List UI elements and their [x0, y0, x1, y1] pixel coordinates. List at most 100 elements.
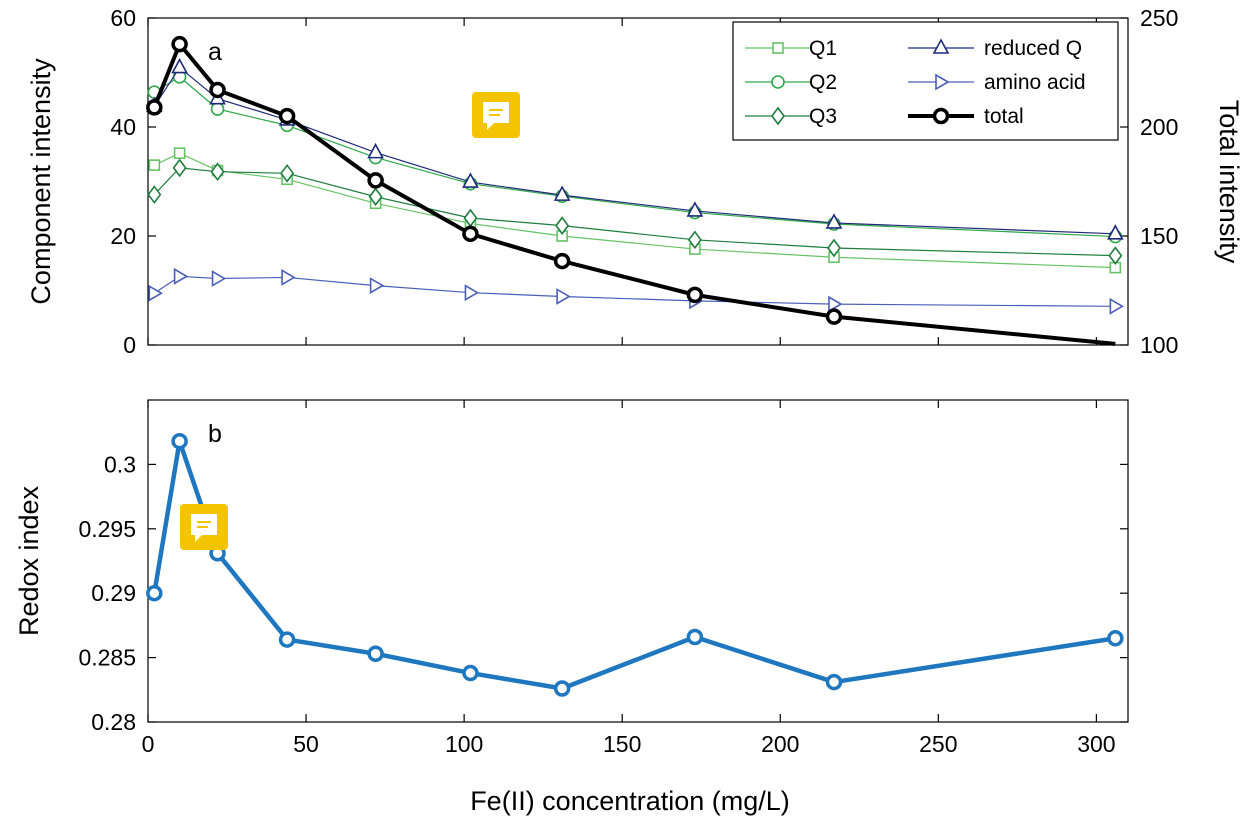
comment-icon[interactable] [472, 92, 520, 138]
data-point [553, 680, 571, 697]
comment-icon[interactable] [180, 504, 228, 550]
panel-letter-b: b [208, 420, 222, 448]
series-line [154, 152, 1116, 269]
data-point [367, 172, 384, 189]
data-point [173, 147, 186, 159]
series-reduced-Q [145, 57, 1124, 240]
x-axis-title-group: Fe(II) concentration (mg/L) [470, 786, 790, 816]
series-amino-acid [148, 267, 1124, 315]
data-point [171, 432, 188, 450]
series-Q3 [147, 158, 1123, 265]
y2-tick-label: 250 [1140, 5, 1178, 31]
y2-tick-label: 100 [1140, 332, 1178, 358]
data-point [147, 185, 162, 204]
legend-entry: total [908, 105, 1024, 128]
data-point [278, 107, 296, 125]
y2-tick-label: 200 [1140, 114, 1178, 140]
series-line [152, 438, 1116, 691]
y-axis-title: Redox index [14, 485, 44, 636]
x-tick-label: 300 [1077, 731, 1115, 757]
series-line [153, 66, 1116, 235]
x-tick-label: 200 [761, 731, 799, 757]
data-point [464, 284, 480, 302]
data-point [368, 187, 383, 207]
legend: Q1 Q2 Q3 reduced Q amino acid total [732, 21, 1119, 141]
data-point [209, 81, 226, 99]
series-line [153, 275, 1116, 307]
y2-tick-label: 150 [1140, 223, 1178, 249]
panel-letter-a: a [208, 38, 222, 66]
legend-label: total [984, 105, 1024, 128]
data-point [686, 201, 704, 217]
legend-marker [935, 73, 950, 91]
legend-entry: Q3 [745, 105, 837, 128]
y-tick-label: 60 [110, 5, 136, 31]
legend-box [732, 21, 1119, 141]
data-point [146, 584, 163, 602]
x-tick-label: 50 [293, 731, 319, 757]
data-point [148, 284, 163, 302]
data-point [210, 162, 225, 182]
data-point [828, 295, 843, 313]
x-axis-title: Fe(II) concentration (mg/L) [470, 786, 790, 816]
y-tick-label: 0.295 [78, 516, 136, 542]
data-point [555, 216, 570, 235]
series-total [146, 35, 1116, 346]
legend-label: reduced Q [984, 37, 1082, 60]
data-point [825, 673, 843, 691]
series-line [154, 76, 1116, 238]
legend-entry: Q1 [745, 37, 837, 60]
data-point [171, 35, 188, 53]
data-point [827, 238, 841, 258]
data-point [825, 213, 843, 229]
legend-entry: amino acid [908, 71, 1086, 94]
data-point [553, 185, 571, 201]
data-point [1109, 297, 1124, 315]
data-point [1108, 246, 1123, 265]
data-point [1107, 224, 1124, 240]
legend-marker [932, 38, 950, 54]
plot-frame-a [147, 17, 1129, 346]
legend-entry: reduced Q [908, 37, 1082, 60]
legend-marker [771, 106, 785, 126]
y-tick-label: 0.29 [91, 580, 136, 606]
legend-entry: Q2 [745, 71, 837, 94]
legend-marker [771, 75, 785, 89]
data-point [1107, 630, 1124, 647]
y-axis-title: Component intensity [26, 58, 56, 305]
legend-marker [772, 42, 784, 54]
data-point [367, 142, 384, 159]
x-tick-label: 150 [603, 731, 641, 757]
data-point [825, 308, 843, 325]
data-point [171, 57, 188, 74]
data-point [173, 267, 189, 285]
legend-label: Q1 [809, 37, 837, 60]
comment-icons [180, 92, 520, 550]
y2-axis-title: Total intensity [1214, 100, 1242, 264]
data-point [146, 99, 163, 116]
data-point [686, 286, 704, 304]
series-line [152, 40, 1116, 346]
y-tick-label: 0 [123, 332, 136, 358]
data-point [281, 269, 296, 286]
data-point [280, 163, 295, 183]
x-tick-label: 250 [919, 731, 957, 757]
data-point [553, 252, 571, 270]
data-point [210, 102, 225, 116]
series-redox-index [146, 432, 1124, 697]
legend-label: Q3 [809, 105, 837, 128]
data-point [686, 628, 704, 646]
series-line [153, 167, 1116, 257]
series-Q1 [148, 147, 1122, 274]
y-tick-label: 40 [110, 114, 136, 140]
panel-b: 0 50 100 150 200 250 300 0.28 0.285 0.29 0.295 0.3 R… [14, 399, 1129, 757]
y-tick-label: 20 [110, 223, 136, 249]
data-point [278, 631, 296, 648]
data-point [462, 664, 479, 682]
panel-a: 0 20 40 60 100 150 200 250 Component intensity To… [26, 5, 1242, 358]
legend-label: Q2 [809, 71, 837, 94]
x-tick-label: 0 [142, 731, 155, 757]
data-point [211, 270, 227, 287]
plot-frame-b [147, 399, 1129, 723]
